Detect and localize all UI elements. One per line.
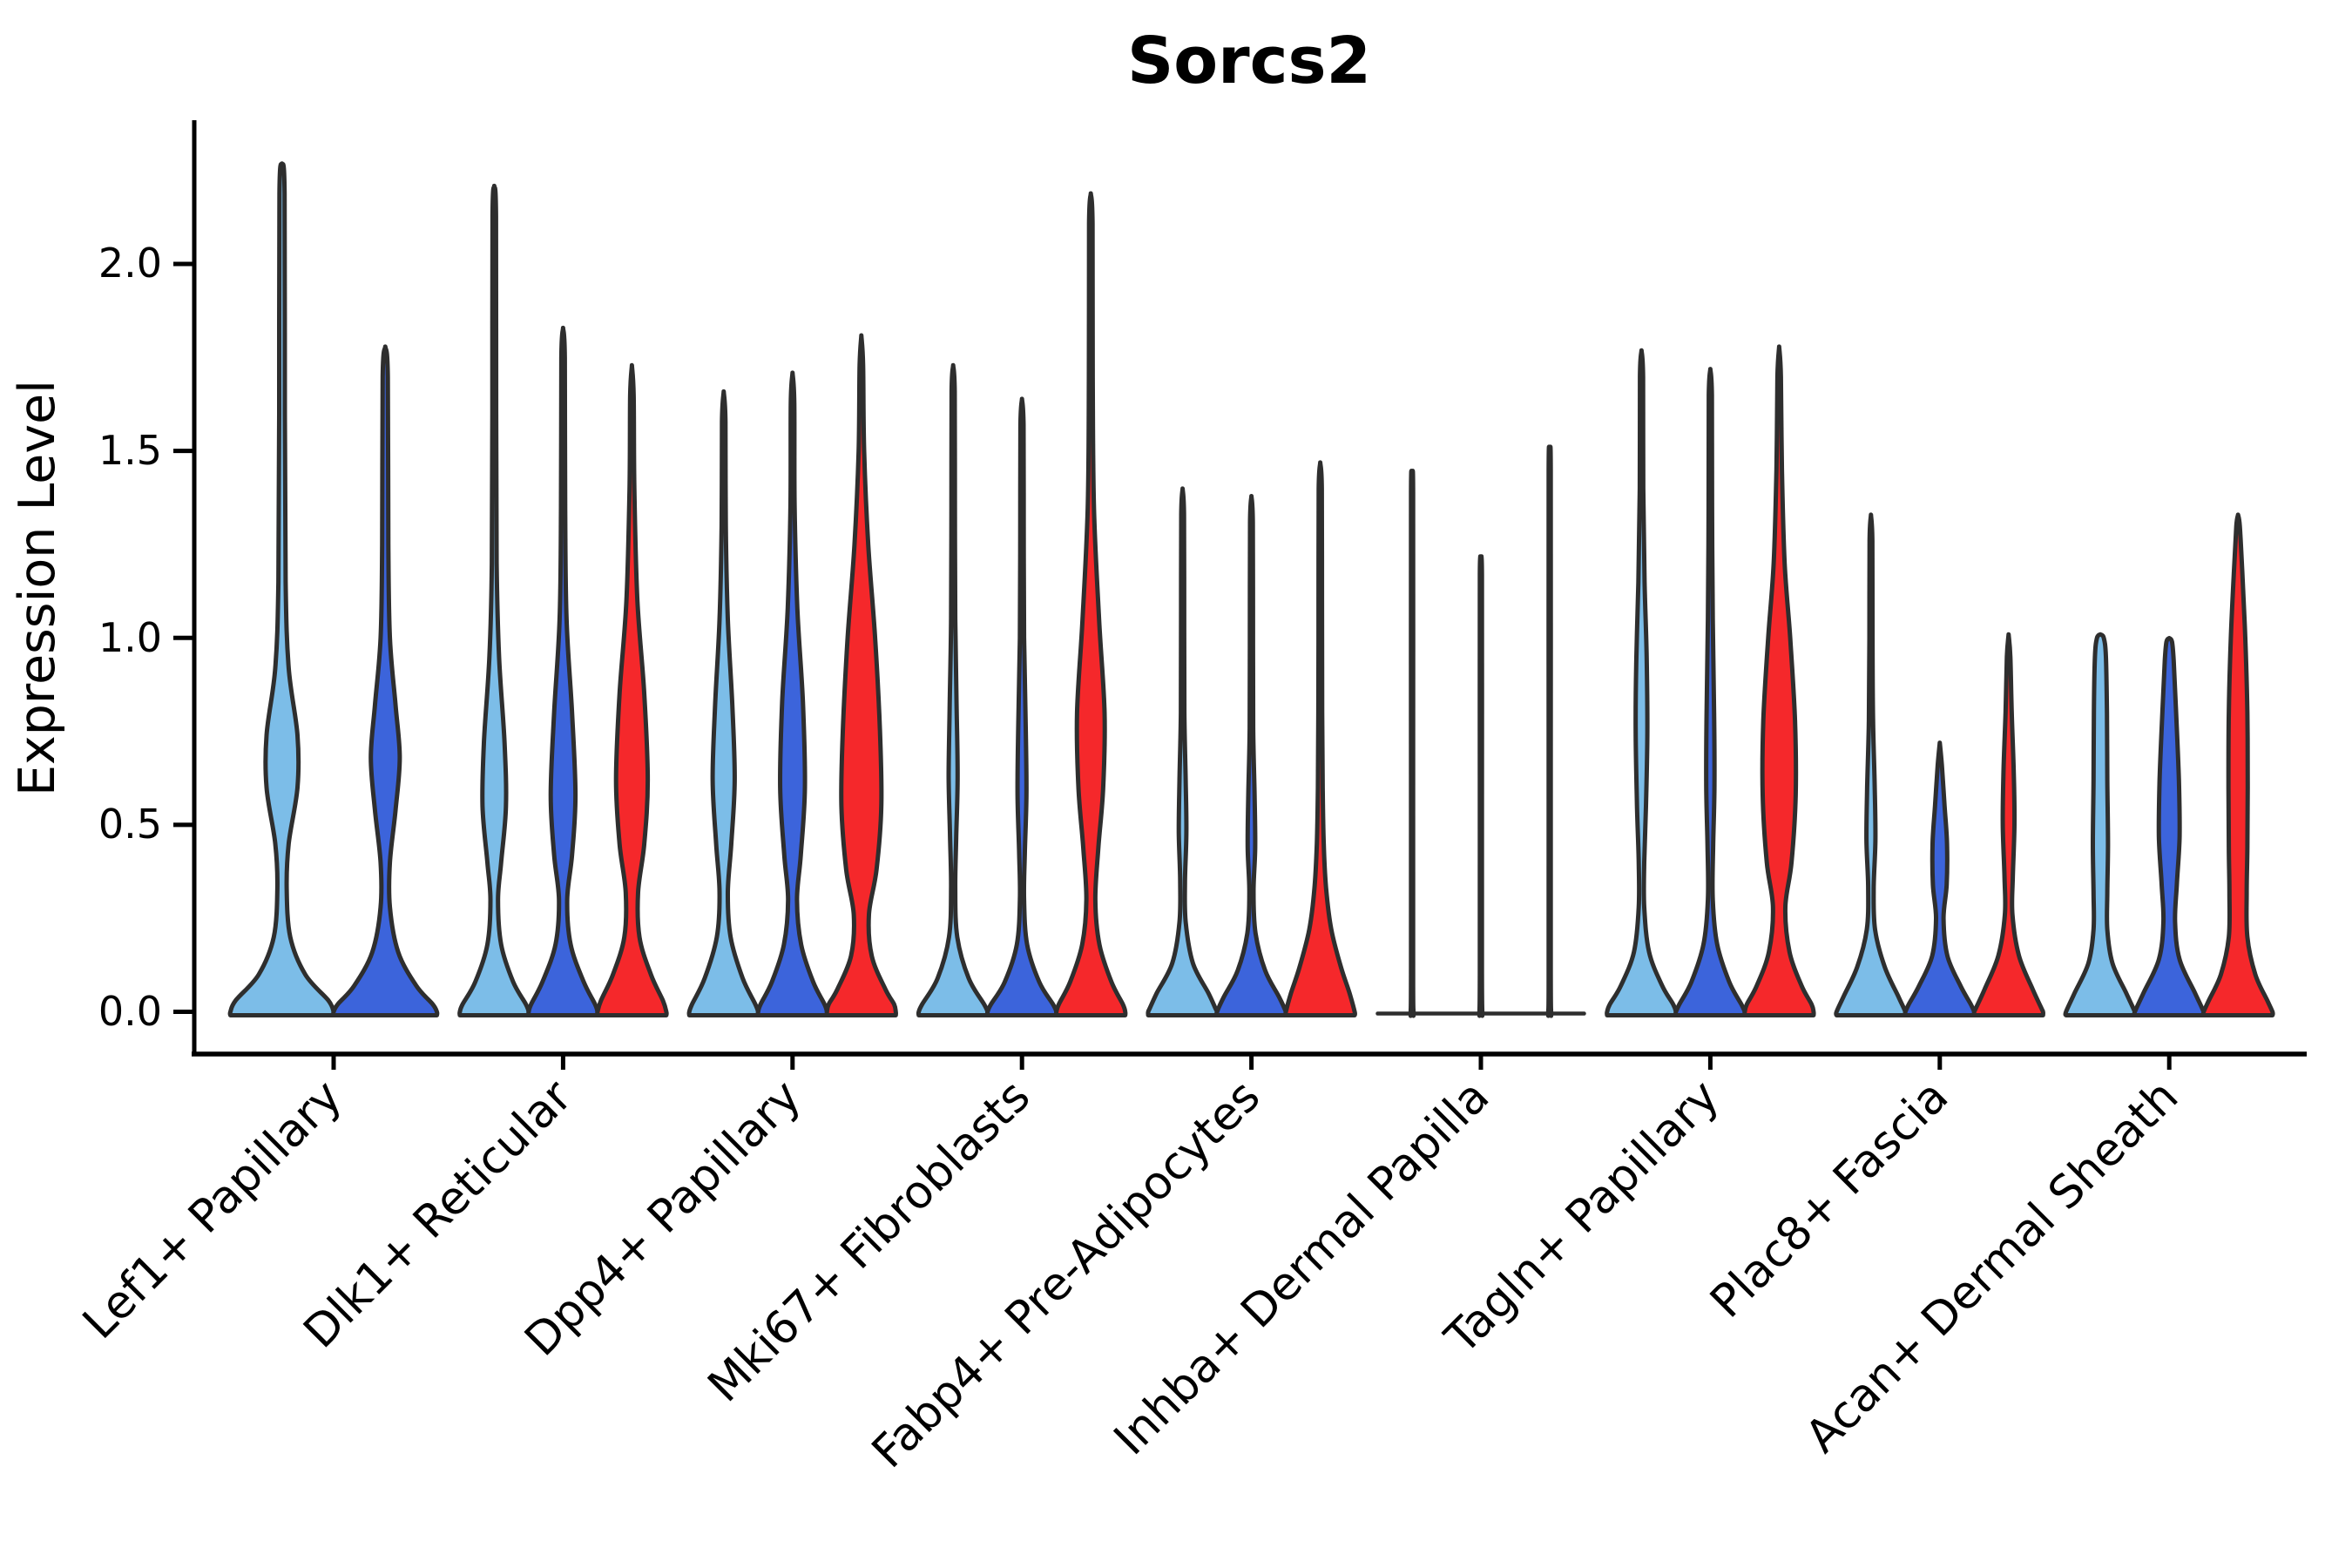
violin-7-light_blue: [1834, 512, 1909, 1017]
y-tick-1.5: 1.5: [98, 427, 162, 474]
y-axis-label: Expression Level: [9, 380, 66, 796]
y-tick-2.0: 2.0: [98, 240, 162, 287]
violin-5-red: [1545, 444, 1554, 1018]
violin-8-red: [2200, 512, 2275, 1017]
violin-2-dark_blue: [755, 370, 830, 1017]
violin-7-dark_blue: [1903, 740, 1977, 1017]
violin-4-red: [1283, 460, 1358, 1017]
violin-4-dark_blue: [1214, 494, 1289, 1017]
violin-0-light_blue: [227, 161, 336, 1017]
violin-8-dark_blue: [2132, 636, 2207, 1017]
chart-title: Sorcs2: [1127, 24, 1371, 98]
violin-8-light_blue: [2063, 632, 2138, 1017]
x-label-inhba-dermal-papilla: Inhba+ Dermal Papilla: [1105, 1071, 1499, 1465]
violin-7-red: [1971, 632, 2045, 1017]
violin-6-dark_blue: [1673, 367, 1747, 1017]
violin-2-light_blue: [686, 389, 761, 1017]
violin-2-red: [824, 333, 898, 1017]
violin-3-light_blue: [916, 362, 990, 1017]
x-label-plac8-fascia: Plac8+ Fascia: [1700, 1071, 1958, 1328]
violin-3-dark_blue: [984, 396, 1059, 1017]
violin-1-dark_blue: [526, 325, 600, 1017]
x-label-fabp4-pre-adipocytes: Fabp4+ Pre-Adipocytes: [862, 1071, 1270, 1478]
x-category-labels: Lef1+ Papillary Dlk1+ Reticular Dpp4+ Pa…: [73, 1070, 2188, 1478]
x-label-acan-dermal-sheath: Acan+ Dermal Sheath: [1796, 1071, 2189, 1463]
violin-6-light_blue: [1605, 348, 1679, 1017]
y-tick-0.5: 0.5: [98, 801, 162, 848]
violin-5-dark_blue: [1477, 554, 1485, 1018]
violin-5-light_blue: [1408, 469, 1416, 1018]
violin-1-light_blue: [457, 183, 531, 1017]
violin-4-light_blue: [1146, 486, 1220, 1017]
violin-shapes: [227, 161, 2275, 1018]
violin-0-dark_blue: [331, 344, 440, 1017]
y-tick-0.0: 0.0: [98, 988, 162, 1035]
y-tick-marks: [173, 261, 194, 1014]
violin-1-red: [595, 362, 669, 1017]
y-tick-labels: 0.0 0.5 1.0 1.5 2.0: [98, 240, 162, 1035]
violin-3-red: [1053, 191, 1128, 1017]
x-tick-marks: [331, 1054, 2172, 1070]
violin-6-red: [1742, 344, 1816, 1017]
y-tick-1.0: 1.0: [98, 614, 162, 661]
